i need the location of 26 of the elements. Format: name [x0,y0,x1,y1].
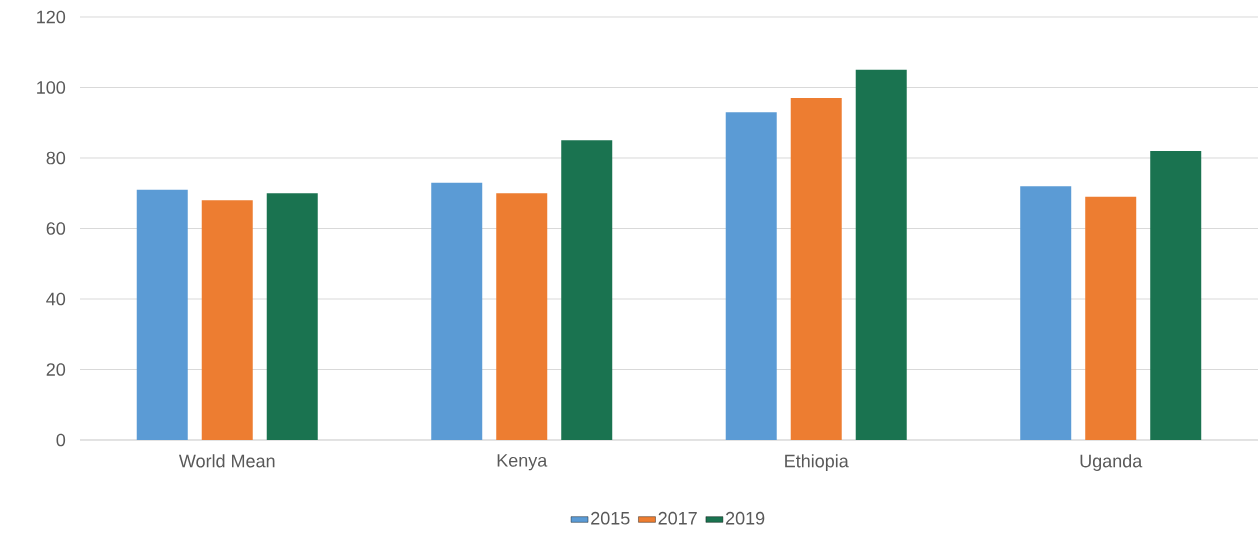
legend-label: 2015 [591,511,630,525]
y-tick-label: 80 [46,151,66,165]
x-tick-label: Kenya [497,454,548,471]
y-tick-label: 40 [46,292,66,306]
bar [855,69,907,440]
bar [725,112,777,440]
bar [1020,186,1072,440]
y-tick-label: 100 [37,81,66,94]
bar [136,189,188,440]
bar [496,193,548,440]
y-tick-label: 0 [56,433,66,447]
x-tick-label: World Mean [178,454,275,468]
y-tick-label: 20 [46,363,66,376]
bar [561,140,613,440]
x-tick-label: Ethiopia [785,454,849,471]
legend-label: 2017 [658,511,697,525]
y-tick-label: 120 [37,10,66,24]
y-tick-label: 60 [46,222,66,235]
bar [1150,150,1202,440]
bar [266,193,318,440]
bar [201,200,253,440]
bar [790,98,842,440]
x-tick-label: Uganda [1080,454,1143,471]
legend-label: 2019 [726,511,765,525]
bar [1085,196,1137,440]
bar [431,182,483,440]
